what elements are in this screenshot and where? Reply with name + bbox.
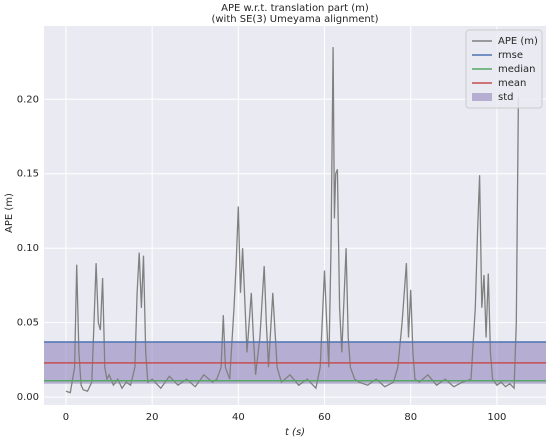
y-tick-label: 0.10 bbox=[17, 243, 39, 254]
ape-line bbox=[65, 47, 520, 394]
x-tick-label: 80 bbox=[404, 412, 417, 423]
legend-label: rmse bbox=[498, 50, 523, 61]
chart-subtitle: (with SE(3) Umeyama alignment) bbox=[211, 14, 378, 25]
x-tick-label: 60 bbox=[318, 412, 331, 423]
y-tick-label: 0.00 bbox=[17, 392, 39, 403]
legend-label: std bbox=[498, 92, 513, 103]
legend-box bbox=[465, 29, 543, 109]
y-axis-label: APE (m) bbox=[4, 193, 15, 233]
x-tick-label: 40 bbox=[232, 412, 245, 423]
x-tick-label: 20 bbox=[146, 412, 159, 423]
x-axis-label: t (s) bbox=[285, 427, 305, 438]
y-tick-label: 0.05 bbox=[17, 318, 39, 329]
y-tick-label: 0.20 bbox=[17, 94, 39, 105]
x-tick-label: 0 bbox=[63, 412, 69, 423]
legend-label: median bbox=[498, 64, 536, 75]
x-tick-label: 100 bbox=[487, 412, 506, 423]
legend-label: APE (m) bbox=[498, 36, 538, 47]
y-tick-label: 0.15 bbox=[17, 169, 39, 180]
legend-swatch bbox=[472, 93, 492, 101]
legend-label: mean bbox=[498, 78, 526, 89]
chart-title: APE w.r.t. translation part (m) bbox=[221, 3, 369, 14]
